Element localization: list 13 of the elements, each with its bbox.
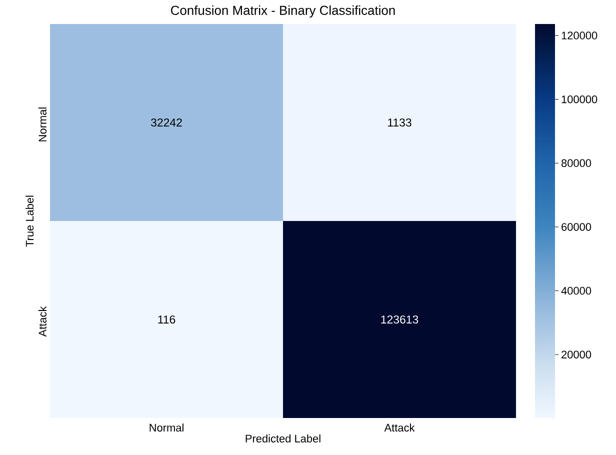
chart-title: Confusion Matrix - Binary Classification — [171, 5, 395, 18]
color-bar-label: 40000 — [561, 286, 592, 295]
color-bar-label: 80000 — [561, 159, 592, 168]
color-bar-label: 120000 — [562, 32, 598, 40]
x-axis-title: Predicted Label — [246, 434, 320, 442]
data-label: 1133 — [388, 118, 412, 127]
data-label: 116 — [158, 315, 176, 324]
color-bar-label: 100000 — [562, 95, 598, 104]
color-bar-label: 60000 — [562, 223, 592, 231]
data-label: 32242 — [151, 118, 182, 127]
data-label: 123613 — [381, 315, 418, 324]
color-bar-label: 20000 — [562, 350, 592, 358]
y-axis-title: True Label — [26, 196, 34, 247]
